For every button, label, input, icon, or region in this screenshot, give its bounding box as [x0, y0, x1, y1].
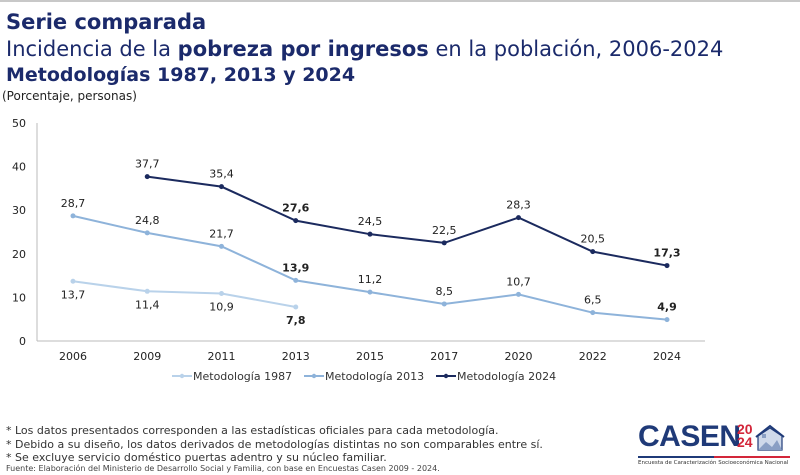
- data-label: 4,9: [657, 301, 677, 314]
- data-label: 10,7: [506, 275, 531, 288]
- y-tick-label: 10: [12, 291, 26, 304]
- data-point: [219, 243, 224, 249]
- title: Serie comparada: [6, 10, 207, 34]
- y-tick-label: 40: [12, 161, 26, 174]
- data-point: [219, 184, 224, 190]
- logo-tagline: Encuesta de Caracterización Socioeconómi…: [638, 460, 789, 466]
- x-tick-label: 2011: [208, 350, 236, 363]
- legend-marker: [443, 373, 449, 379]
- unit-label: (Porcentaje, personas): [2, 89, 137, 103]
- data-label: 13,9: [282, 261, 309, 274]
- data-point: [293, 277, 299, 283]
- note: * Debido a su diseño, los datos derivado…: [6, 437, 543, 451]
- x-tick-label: 2009: [133, 350, 161, 363]
- logo-year-top: 20: [737, 421, 753, 437]
- note: * Los datos presentados corresponden a l…: [6, 424, 499, 437]
- note: * Se excluye servicio doméstico puertas …: [6, 451, 387, 464]
- y-tick-label: 50: [12, 117, 26, 130]
- data-label: 24,5: [358, 215, 383, 228]
- data-label: 11,2: [358, 273, 383, 286]
- data-point: [590, 249, 596, 255]
- x-tick-label: 2020: [505, 350, 533, 363]
- data-label: 17,3: [653, 247, 680, 260]
- legend-marker: [179, 373, 185, 379]
- data-point: [664, 263, 670, 269]
- subtitle-post: en la población, 2006-2024: [428, 37, 724, 61]
- data-label: 28,3: [506, 199, 531, 212]
- data-label: 8,5: [436, 285, 454, 298]
- series-line-metodología-2024: [147, 175, 668, 267]
- y-tick-label: 0: [19, 335, 26, 348]
- data-point: [441, 301, 447, 307]
- data-point: [516, 215, 521, 221]
- x-tick-label: 2017: [430, 350, 458, 363]
- x-tick-label: 2024: [653, 350, 681, 363]
- data-point: [664, 317, 670, 323]
- data-label: 35,4: [209, 168, 234, 181]
- logo-year-bottom: 24: [737, 434, 753, 450]
- subtitle: Incidencia de la pobreza por ingresos en…: [6, 37, 723, 61]
- legend-label: Metodología 2024: [457, 370, 556, 383]
- methodologies-heading: Metodologías 1987, 2013 y 2024: [6, 64, 356, 86]
- data-point: [367, 231, 373, 237]
- data-point: [70, 278, 76, 284]
- data-point: [590, 310, 596, 316]
- x-tick-label: 2015: [356, 350, 384, 363]
- logo-year: 20 24: [737, 421, 753, 450]
- data-point: [293, 218, 299, 224]
- data-point: [219, 290, 224, 296]
- data-label: 20,5: [581, 233, 606, 246]
- legend-label: Metodología 2013: [325, 370, 424, 383]
- data-point: [144, 288, 150, 294]
- notes: * Los datos presentados corresponden a l…: [6, 424, 543, 465]
- data-label: 22,5: [432, 224, 457, 237]
- casen-logo: CASEN 20 24 Encuesta de Caracterización S…: [636, 420, 796, 470]
- house-mountain-icon: [755, 424, 785, 451]
- data-point: [367, 289, 373, 295]
- data-label: 7,8: [286, 314, 306, 327]
- x-tick-label: 2013: [282, 350, 310, 363]
- series-line-metodología-1987: [72, 280, 296, 308]
- subtitle-bold: pobreza por ingresos: [177, 37, 429, 61]
- data-label: 10,9: [209, 300, 234, 313]
- logo-text: CASEN: [638, 420, 741, 453]
- data-point: [293, 304, 299, 310]
- data-label: 28,7: [61, 197, 86, 210]
- x-tick-label: 2022: [579, 350, 607, 363]
- x-tick-label: 2006: [59, 350, 87, 363]
- data-point: [144, 230, 150, 236]
- data-point: [441, 240, 447, 246]
- data-label: 37,7: [135, 158, 160, 171]
- series-line-metodología-2013: [72, 214, 668, 321]
- logo-stripe: [638, 456, 790, 458]
- subtitle-pre: Incidencia de la: [6, 37, 178, 61]
- source-note: Fuente: Elaboración del Ministerio de De…: [6, 464, 440, 473]
- line-chart: 0 10 20 30 40 50 2006 2009 2011 2013 2015 2017 2020 2…: [12, 117, 705, 383]
- legend-marker: [311, 373, 317, 379]
- data-label: 11,4: [135, 298, 160, 311]
- data-label: 24,8: [135, 214, 160, 227]
- data-label: 27,6: [282, 202, 309, 215]
- data-label: 21,7: [209, 227, 234, 240]
- data-point: [516, 291, 521, 297]
- data-point: [70, 213, 76, 219]
- data-label: 6,5: [584, 294, 602, 307]
- data-label: 13,7: [61, 288, 86, 301]
- legend-label: Metodología 1987: [193, 370, 292, 383]
- y-tick-label: 30: [12, 204, 26, 217]
- data-point: [144, 174, 150, 180]
- y-tick-label: 20: [12, 248, 26, 261]
